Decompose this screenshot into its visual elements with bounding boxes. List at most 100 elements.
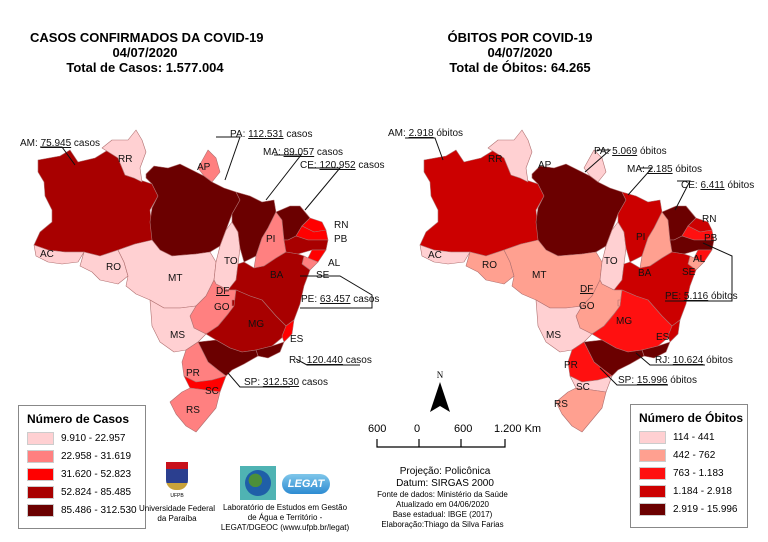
source-info: Fonte de dados: Ministério da Saúde Atua… <box>370 490 515 530</box>
legend-row: 1.184 - 2.918 <box>639 485 739 498</box>
state-rr <box>101 129 147 183</box>
legat-wordmark: LEGAT <box>282 474 330 494</box>
state-label-pb: PB <box>334 234 348 245</box>
callout-pa-cases: PA: 112.531 casos <box>230 129 312 140</box>
state-label-mg: MG <box>248 319 264 330</box>
legend-swatch <box>27 486 54 499</box>
legat-caption: de Água e Território - <box>247 513 323 522</box>
deaths-state-labels: RR AP AC RO MT TO PI RN PB AL SE BA DF G… <box>428 154 718 410</box>
ufpb-crest-icon <box>166 462 188 490</box>
state-label-al: AL <box>328 258 341 269</box>
state-ac <box>33 244 85 265</box>
legend-row: 85.486 - 312.530 <box>27 504 137 517</box>
legend-range: 9.910 - 22.957 <box>61 433 126 444</box>
legend-range: 85.486 - 312.530 <box>61 505 137 516</box>
legend-row: 31.620 - 52.823 <box>27 468 137 481</box>
source-line: Fonte de dados: Ministério da Saúde <box>377 490 508 499</box>
state-label-pi: PI <box>266 234 275 245</box>
deaths-callout-texts: AM: 2.918 óbitos PA: 5.069 óbitos MA: 2.… <box>388 128 754 386</box>
cases-map-title: CASOS CONFIRMADOS DA COVID-19 <box>30 30 264 45</box>
state-label-go: GO <box>214 302 230 313</box>
cases-legend-title: Número de Casos <box>27 412 130 426</box>
scale-tick-label: 600 <box>454 423 473 435</box>
deaths-legend-title: Número de Óbitos <box>639 411 744 425</box>
legat-logo-block: LEGAT Laboratório de Estudos em Gestão d… <box>215 466 355 533</box>
callout-sp-cases: SP: 312.530 casos <box>244 377 328 388</box>
legend-range: 114 - 441 <box>673 432 715 443</box>
legend-swatch <box>27 432 54 445</box>
ufpb-mark: UFPB <box>170 493 184 499</box>
north-arrow: N <box>428 370 452 419</box>
legend-range: 31.620 - 52.823 <box>61 469 132 480</box>
state-mg <box>591 289 673 353</box>
callout-rj-deaths: RJ: 10.624 óbitos <box>655 355 733 366</box>
legend-range: 22.958 - 31.619 <box>61 451 132 462</box>
deaths-legend: Número de Óbitos 114 - 441 442 - 762 763… <box>630 404 748 528</box>
state-label-ms: MS <box>170 330 185 341</box>
state-label-df: DF <box>580 284 593 295</box>
legend-swatch <box>27 468 54 481</box>
state-label-ro: RO <box>482 260 497 271</box>
state-label-mt: MT <box>168 273 182 284</box>
cases-callouts <box>40 136 373 388</box>
state-label-to: TO <box>604 256 618 267</box>
state-label-go: GO <box>579 301 595 312</box>
scale-bar-line <box>376 439 506 448</box>
state-ro <box>465 249 515 285</box>
legend-row: 114 - 441 <box>639 431 739 444</box>
state-label-rn: RN <box>702 214 716 225</box>
deaths-map-title-block: ÓBITOS POR COVID-19 04/07/2020 Total de … <box>420 30 620 75</box>
state-label-ap: AP <box>538 160 552 171</box>
state-label-pb: PB <box>704 233 718 244</box>
callout-pe-cases: PE: 63.457 casos <box>301 294 379 305</box>
state-label-mg: MG <box>616 316 632 327</box>
state-label-df: DF <box>216 286 229 297</box>
state-label-ac: AC <box>428 250 442 261</box>
ufpb-caption: da Paraíba <box>157 514 197 523</box>
state-label-rs: RS <box>554 399 568 410</box>
cases-state-labels: RR AP AC RO MT TO PI RN PB AL SE BA DF G… <box>40 154 348 416</box>
cases-callout-texts: AM: 75.945 casos PA: 112.531 casos MA: 8… <box>20 129 385 388</box>
state-es <box>667 319 681 343</box>
deaths-map-total: Total de Óbitos: 64.265 <box>449 60 591 75</box>
state-label-rs: RS <box>186 405 200 416</box>
cases-legend: Número de Casos 9.910 - 22.957 22.958 - … <box>18 405 146 529</box>
state-ro <box>79 249 129 285</box>
scale-tick-label: 1.200 Km <box>494 423 542 435</box>
scale-tick-label: 0 <box>414 423 421 435</box>
deaths-callouts <box>405 137 733 386</box>
legend-range: 442 - 762 <box>673 450 716 461</box>
legend-swatch <box>27 504 54 517</box>
north-label: N <box>436 370 444 380</box>
cases-map-total: Total de Casos: 1.577.004 <box>66 60 224 75</box>
callout-rj-cases: RJ: 120.440 casos <box>289 355 372 366</box>
state-label-pr: PR <box>564 360 578 371</box>
state-label-ba: BA <box>270 270 284 281</box>
state-label-rr: RR <box>488 154 502 165</box>
state-label-rn: RN <box>334 220 348 231</box>
state-label-al: AL <box>693 254 706 265</box>
legend-row: 442 - 762 <box>639 449 739 462</box>
state-label-ms: MS <box>546 330 561 341</box>
state-label-pr: PR <box>186 368 200 379</box>
scale-tick-label: 600 <box>368 423 387 435</box>
cases-map-title-block: CASOS CONFIRMADOS DA COVID-19 04/07/2020… <box>30 30 264 75</box>
state-label-ro: RO <box>106 262 121 273</box>
scale-bar: 600 0 600 1.200 Km <box>368 423 541 456</box>
updated-line: Atualizado em 04/06/2020 <box>396 500 489 509</box>
legend-swatch <box>639 503 666 516</box>
state-label-ap: AP <box>197 162 211 173</box>
state-label-to: TO <box>224 256 238 267</box>
legend-range: 2.919 - 15.996 <box>673 504 738 515</box>
state-rs <box>169 387 221 433</box>
datum-line: Datum: SIRGAS 2000 <box>396 478 494 489</box>
legend-row: 9.910 - 22.957 <box>27 432 137 445</box>
legend-range: 52.824 - 85.485 <box>61 487 132 498</box>
state-rr <box>487 129 533 183</box>
state-label-sc: SC <box>576 382 590 393</box>
projection-line: Projeção: Policônica <box>399 466 491 477</box>
state-label-es: ES <box>290 334 304 345</box>
legend-swatch <box>639 485 666 498</box>
state-ms <box>535 299 593 353</box>
